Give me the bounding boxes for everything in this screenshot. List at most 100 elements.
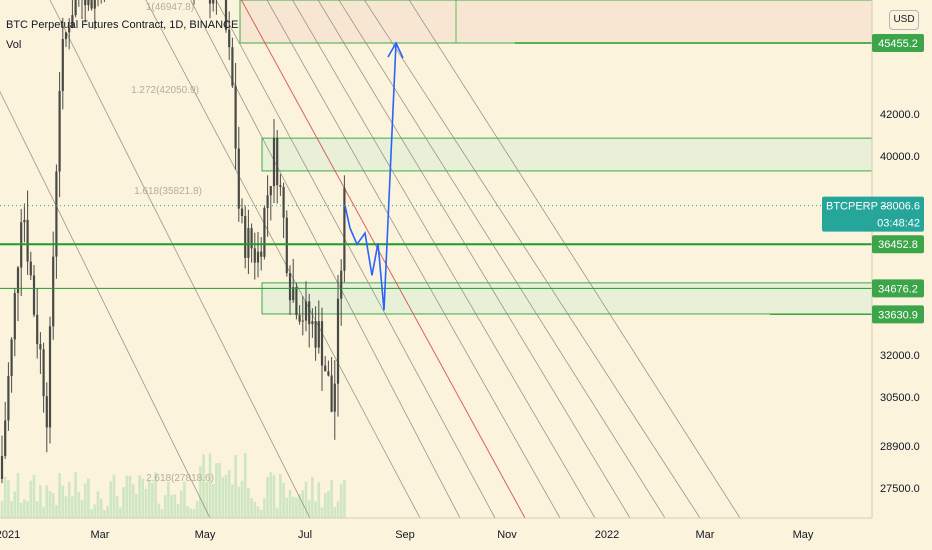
candle-body <box>68 27 71 33</box>
target-zone <box>239 0 873 44</box>
volume-bar <box>154 472 157 518</box>
volume-bar <box>327 491 330 518</box>
candle-body <box>32 275 36 315</box>
volume-bar <box>176 503 180 518</box>
volume-bar <box>99 498 103 518</box>
y-tick-label: 30500.0 <box>880 392 920 404</box>
y-tick-label: 27500.0 <box>880 483 920 495</box>
channel-line <box>266 0 561 519</box>
candle-body <box>263 208 266 257</box>
fib-label: 1(46947.8) <box>146 2 194 13</box>
volume-bar <box>109 481 113 518</box>
volume-bar <box>259 509 263 518</box>
volume-bar <box>157 503 161 518</box>
fib-label: 1.618(35821.8) <box>134 186 202 197</box>
volume-bar <box>285 497 289 518</box>
volume-bar <box>23 499 26 518</box>
volume-bar <box>119 507 122 518</box>
current-price-symbol: BTCPERP – <box>826 201 888 213</box>
current-price-tag <box>822 196 924 232</box>
volume-bar <box>234 454 237 518</box>
volume-bar <box>26 501 29 518</box>
candle-body <box>288 272 292 301</box>
candle-body <box>336 298 340 384</box>
time-axis: 2021 Mar May Jul Sep Nov 2022 Mar May <box>0 529 814 541</box>
volume-bar <box>282 483 285 518</box>
candle-body <box>260 251 263 257</box>
projection-arrow <box>344 41 404 311</box>
level-price-tag-text: 45455.2 <box>878 38 918 50</box>
volume-bar <box>160 509 164 518</box>
x-tick-label: Mar <box>91 529 110 541</box>
price-zones <box>239 0 873 315</box>
candle-body <box>327 371 330 376</box>
candle-body <box>0 456 4 479</box>
candle-body <box>74 0 77 16</box>
volume-bar <box>87 478 90 518</box>
volume-bar <box>32 474 36 518</box>
volume-bar <box>189 508 193 518</box>
horizontal-levels <box>0 42 872 315</box>
channel-line <box>190 0 461 519</box>
volume-bar <box>298 494 301 518</box>
volume-bar <box>147 480 151 518</box>
volume-bar <box>163 495 167 518</box>
volume-bar <box>16 473 20 518</box>
volume-bar <box>215 463 218 518</box>
volume-bar <box>131 484 135 518</box>
volume-bar <box>13 491 17 518</box>
volume-bar <box>122 487 125 518</box>
volume-bar <box>74 472 77 518</box>
level-price-tag <box>872 235 924 254</box>
volume-bar <box>90 509 93 518</box>
volume-bar <box>311 477 314 518</box>
volume-bar <box>128 475 132 518</box>
volume-bar <box>173 494 177 518</box>
projection-arrowhead <box>387 41 404 59</box>
volume-bar <box>266 476 269 518</box>
channel-line <box>215 0 496 519</box>
volume-bar <box>221 477 225 518</box>
currency-button[interactable]: USD <box>889 10 919 30</box>
volume-bar <box>237 486 241 518</box>
candle-body <box>269 186 272 196</box>
volume-bar <box>80 499 84 518</box>
x-tick-label: Sep <box>395 529 415 541</box>
channel-line <box>408 0 741 519</box>
y-tick-label: 42000.0 <box>880 109 920 121</box>
candle-body <box>231 47 234 86</box>
volume-bar <box>272 475 276 518</box>
volume-bar <box>170 494 173 518</box>
volume-bar <box>330 480 333 518</box>
candle-body <box>266 195 269 209</box>
candle-body <box>279 185 282 187</box>
y-tick-label: 28900.0 <box>880 441 920 453</box>
volume-bar <box>295 497 298 518</box>
volume-bar <box>339 483 343 518</box>
volume-bar <box>314 501 317 518</box>
volume-bar <box>183 481 186 518</box>
volume-legend[interactable]: Vol <box>6 39 22 51</box>
candle-body <box>308 301 311 325</box>
volume-bar <box>96 491 100 518</box>
volume-bar <box>64 496 68 518</box>
candle-body <box>45 396 48 428</box>
level-price-tag-text: 33630.9 <box>878 309 918 321</box>
candle-body <box>250 228 253 249</box>
volume-bar <box>291 496 295 518</box>
volume-bars <box>0 452 346 518</box>
volume-bar <box>192 508 196 518</box>
volume-bar <box>243 452 247 518</box>
level-price-tag-text: 36452.8 <box>878 239 918 251</box>
fib-label: 1.272(42050.9) <box>131 85 199 96</box>
x-tick-label: May <box>195 529 216 541</box>
candle-body <box>39 344 42 350</box>
price-tags: 45455.2 36452.8 34676.2 33630.9 BTCPERP –380… <box>822 34 924 324</box>
candle-body <box>87 0 90 6</box>
candle-body <box>240 208 244 217</box>
candle-body <box>52 256 55 327</box>
volume-bar <box>106 505 109 518</box>
volume-bar <box>3 476 7 518</box>
candle-body <box>237 148 240 209</box>
